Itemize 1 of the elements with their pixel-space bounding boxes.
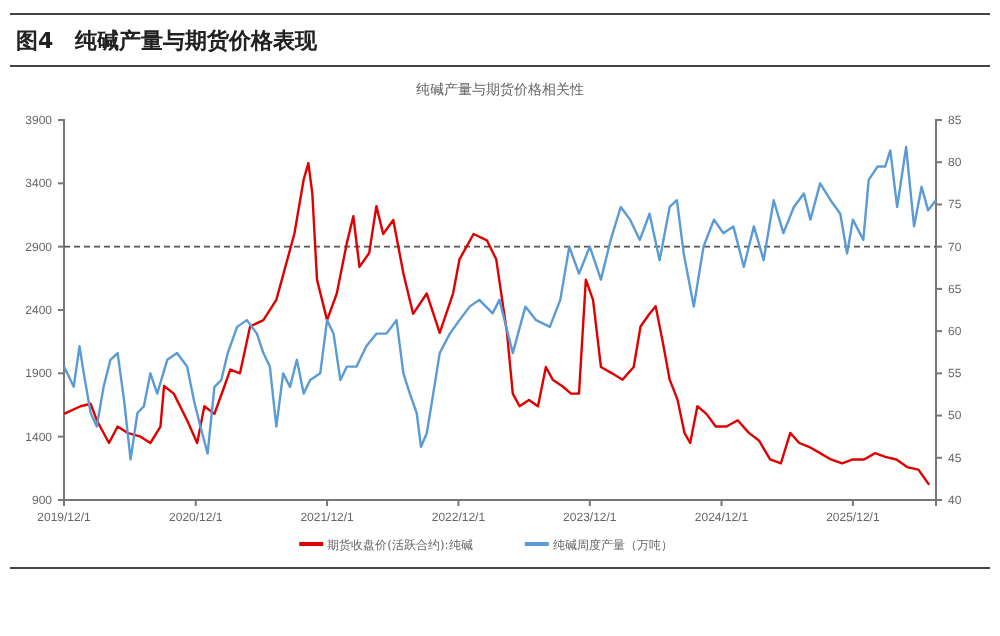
chart-title: 图4 纯碱产量与期货价格表现 xyxy=(16,28,320,54)
